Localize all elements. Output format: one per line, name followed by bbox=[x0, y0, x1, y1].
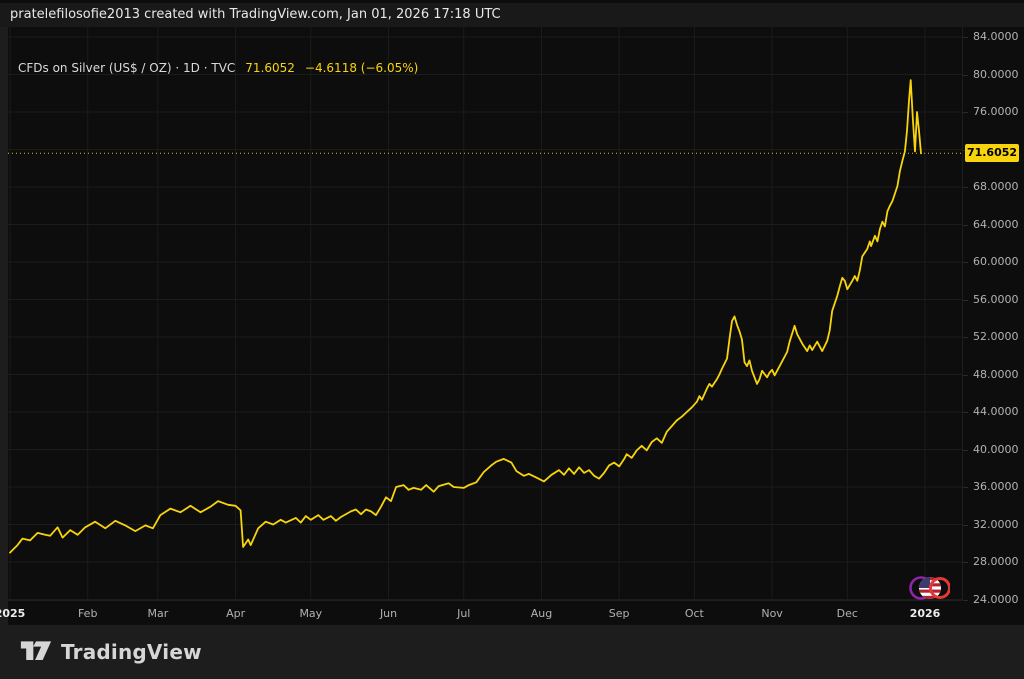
price-tick-mark bbox=[963, 374, 968, 376]
price-axis-label: 84.0000 bbox=[973, 30, 1019, 43]
price-axis-label: 24.0000 bbox=[973, 592, 1019, 606]
price-tick-mark bbox=[963, 449, 968, 451]
tradingview-logo-icon[interactable] bbox=[20, 640, 52, 664]
price-tick-mark bbox=[963, 187, 968, 188]
price-axis-label: 40.0000 bbox=[973, 442, 1019, 456]
price-tick-mark bbox=[963, 112, 968, 113]
footer-bar: TradingView bbox=[0, 625, 1024, 679]
time-axis-label-jul: Jul bbox=[457, 607, 471, 620]
time-axis-label-mar: Mar bbox=[147, 607, 169, 620]
time-axis[interactable]: 2025 Feb Mar Apr May Jun Jul Aug Sep Oct Nov Dec 202… bbox=[0, 600, 962, 625]
current-price-label: 71.6052 bbox=[965, 144, 1019, 163]
price-chart-canvas[interactable] bbox=[8, 27, 962, 600]
price-tick-mark bbox=[963, 599, 968, 601]
price-tick-mark bbox=[963, 412, 968, 413]
price-axis-label: 60.0000 bbox=[973, 255, 1019, 268]
time-axis-label-2025: 2025 bbox=[0, 607, 26, 620]
time-axis-label-nov: Nov bbox=[761, 607, 783, 620]
time-axis-label-2026: 2026 bbox=[909, 607, 941, 620]
time-axis-label-dec: Dec bbox=[836, 607, 858, 620]
chart-pane[interactable]: CFDs on Silver (US$ / OZ) · 1D · TVC 71.… bbox=[0, 27, 1024, 625]
price-tick-mark bbox=[963, 562, 968, 563]
price-change-value: −4.6118 (−6.05%) bbox=[304, 61, 419, 75]
price-tick-mark bbox=[963, 74, 968, 76]
tradingview-brand-text[interactable]: TradingView bbox=[61, 640, 202, 664]
time-axis-label-may: May bbox=[299, 607, 323, 620]
price-axis-label: 52.0000 bbox=[973, 330, 1019, 343]
time-axis-label-aug: Aug bbox=[530, 607, 553, 620]
time-axis-label-jun: Jun bbox=[379, 607, 398, 620]
last-price-value: 71.6052 bbox=[245, 61, 295, 75]
price-tick-mark bbox=[963, 262, 968, 263]
time-axis-label-oct: Oct bbox=[684, 607, 704, 620]
watermark-bar: pratelefilosofie2013 created with Tradin… bbox=[0, 0, 1024, 27]
price-axis-label: 32.0000 bbox=[973, 517, 1019, 531]
price-axis-label: 80.0000 bbox=[973, 67, 1019, 81]
price-tick-mark bbox=[963, 524, 968, 526]
price-line-series bbox=[9, 79, 922, 554]
time-axis-label-feb: Feb bbox=[77, 607, 98, 620]
price-tick-mark bbox=[963, 37, 968, 38]
price-axis-label: 76.0000 bbox=[973, 105, 1019, 118]
price-axis[interactable]: 71.6052 84.000080.000076.000072.000068.0… bbox=[962, 27, 1024, 606]
price-tick-mark bbox=[963, 224, 968, 226]
time-axis-label-apr: Apr bbox=[226, 607, 246, 620]
price-axis-label: 28.0000 bbox=[973, 555, 1019, 568]
price-axis-label: 44.0000 bbox=[973, 405, 1019, 418]
symbol-logo bbox=[909, 576, 950, 600]
price-tick-mark bbox=[963, 487, 968, 488]
price-axis-label: 64.0000 bbox=[973, 217, 1019, 231]
price-axis-label: 56.0000 bbox=[973, 292, 1019, 306]
price-tick-mark bbox=[963, 337, 968, 338]
price-tick-mark bbox=[963, 299, 968, 301]
time-axis-label-sep: Sep bbox=[608, 607, 630, 620]
price-axis-label: 48.0000 bbox=[973, 367, 1019, 381]
price-axis-label: 68.0000 bbox=[973, 180, 1019, 193]
price-axis-label: 36.0000 bbox=[973, 480, 1019, 493]
red-ring-icon bbox=[929, 577, 950, 599]
chart-legend[interactable]: CFDs on Silver (US$ / OZ) · 1D · TVC 71.… bbox=[18, 60, 418, 76]
watermark-text: pratelefilosofie2013 created with Tradin… bbox=[10, 7, 501, 22]
symbol-title[interactable]: CFDs on Silver (US$ / OZ) · 1D · TVC bbox=[18, 61, 236, 75]
